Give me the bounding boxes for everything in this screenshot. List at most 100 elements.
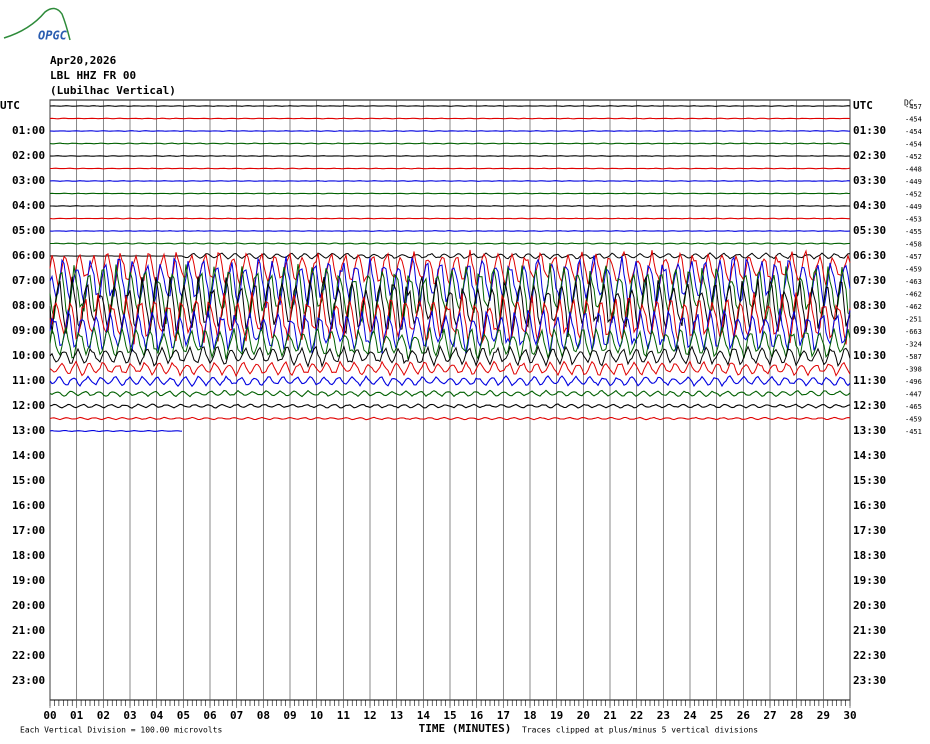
right-time-label: 18:30 <box>853 549 886 562</box>
x-tick-label: 13 <box>390 709 403 722</box>
left-time-label: 21:00 <box>12 624 45 637</box>
left-time-label: 07:00 <box>12 274 45 287</box>
x-tick-label: 06 <box>203 709 217 722</box>
right-time-label: 01:30 <box>853 124 886 137</box>
dc-value: -457 <box>905 253 922 261</box>
right-time-label: 08:30 <box>853 299 886 312</box>
right-time-label: 05:30 <box>853 224 886 237</box>
right-time-label: 10:30 <box>853 349 886 362</box>
right-time-label: 16:30 <box>853 499 886 512</box>
x-tick-label: 23 <box>657 709 670 722</box>
trace <box>49 375 851 388</box>
trace <box>49 117 851 120</box>
dc-value: -398 <box>905 366 922 374</box>
right-time-label: 09:30 <box>853 324 886 337</box>
trace <box>50 205 851 207</box>
station: LBL HHZ FR 00 <box>50 69 136 82</box>
dc-value: -447 <box>905 391 922 399</box>
right-time-label: 11:30 <box>853 374 886 387</box>
trace <box>49 308 851 355</box>
x-tick-label: 03 <box>123 709 136 722</box>
x-tick-label: 30 <box>843 709 856 722</box>
right-time-label: 23:30 <box>853 674 886 687</box>
right-time-label: 03:30 <box>853 174 886 187</box>
left-time-label: 14:00 <box>12 449 45 462</box>
x-tick-label: 12 <box>363 709 376 722</box>
location: (Lubilhac Vertical) <box>50 84 176 97</box>
x-tick-label: 05 <box>177 709 190 722</box>
x-tick-label: 04 <box>150 709 164 722</box>
x-tick-label: 17 <box>497 709 510 722</box>
left-time-label: 10:00 <box>12 349 45 362</box>
trace <box>49 130 851 132</box>
dc-value: -663 <box>905 328 922 336</box>
dc-value: -465 <box>905 403 922 411</box>
dc-value: -449 <box>905 203 922 211</box>
right-time-label: 21:30 <box>853 624 886 637</box>
right-time-label: 07:30 <box>853 274 886 287</box>
dc-value: -459 <box>905 266 922 274</box>
dc-value: -251 <box>905 316 922 324</box>
dc-value: -454 <box>905 128 922 136</box>
x-tick-label: 19 <box>550 709 563 722</box>
left-time-label: 11:00 <box>12 374 45 387</box>
x-tick-label: 26 <box>737 709 751 722</box>
x-tick-label: 24 <box>683 709 697 722</box>
x-tick-label: 22 <box>630 709 643 722</box>
trace <box>49 275 851 338</box>
dc-value: -449 <box>905 178 922 186</box>
left-time-label: 20:00 <box>12 599 45 612</box>
trace <box>49 416 851 421</box>
x-axis-label: TIME (MINUTES) <box>419 722 512 735</box>
dc-value: -587 <box>905 353 922 361</box>
trace <box>50 242 851 245</box>
left-time-label: 12:00 <box>12 399 45 412</box>
x-tick-label: 01 <box>70 709 84 722</box>
trace <box>49 142 850 145</box>
trace <box>49 403 851 409</box>
dc-value: -496 <box>905 378 922 386</box>
x-tick-label: 28 <box>790 709 803 722</box>
x-tick-label: 11 <box>337 709 351 722</box>
trace <box>49 217 850 220</box>
right-time-label: 02:30 <box>853 149 886 162</box>
x-tick-label: 02 <box>97 709 110 722</box>
x-tick-label: 20 <box>577 709 590 722</box>
right-time-label: 22:30 <box>853 649 886 662</box>
trace <box>49 155 851 157</box>
dc-value: -452 <box>905 153 922 161</box>
right-time-label: UTC <box>853 99 873 112</box>
right-time-label: 12:30 <box>853 399 886 412</box>
left-time-label: 09:00 <box>12 324 45 337</box>
trace <box>49 344 851 368</box>
right-time-label: 19:30 <box>853 574 886 587</box>
left-time-label: 15:00 <box>12 474 45 487</box>
x-tick-label: 07 <box>230 709 243 722</box>
left-time-label: 13:00 <box>12 424 45 437</box>
dc-value: -451 <box>905 428 922 436</box>
right-time-label: 17:30 <box>853 524 886 537</box>
left-time-label: 04:00 <box>12 199 45 212</box>
left-time-label: 06:00 <box>12 249 45 262</box>
dc-value: -463 <box>905 278 922 286</box>
left-time-label: 22:00 <box>12 649 45 662</box>
dc-value: -453 <box>905 216 922 224</box>
right-time-label: 15:30 <box>853 474 886 487</box>
left-time-label: 05:00 <box>12 224 45 237</box>
trace <box>49 389 851 398</box>
x-tick-label: 29 <box>817 709 830 722</box>
dc-value: -457 <box>905 103 922 111</box>
logo-text: OPGC <box>38 29 68 43</box>
dc-value: -459 <box>905 416 922 424</box>
left-time-label: 19:00 <box>12 574 45 587</box>
footnote-right: Traces clipped at plus/minus 5 vertical … <box>522 726 758 735</box>
left-time-label: 18:00 <box>12 549 45 562</box>
footnote-left: Each Vertical Division = 100.00 microvol… <box>20 726 222 735</box>
right-time-label: 14:30 <box>853 449 886 462</box>
right-time-label: 04:30 <box>853 199 886 212</box>
x-tick-label: 08 <box>257 709 270 722</box>
dc-value: -458 <box>905 241 922 249</box>
trace <box>49 360 851 377</box>
dc-value: -462 <box>905 291 922 299</box>
